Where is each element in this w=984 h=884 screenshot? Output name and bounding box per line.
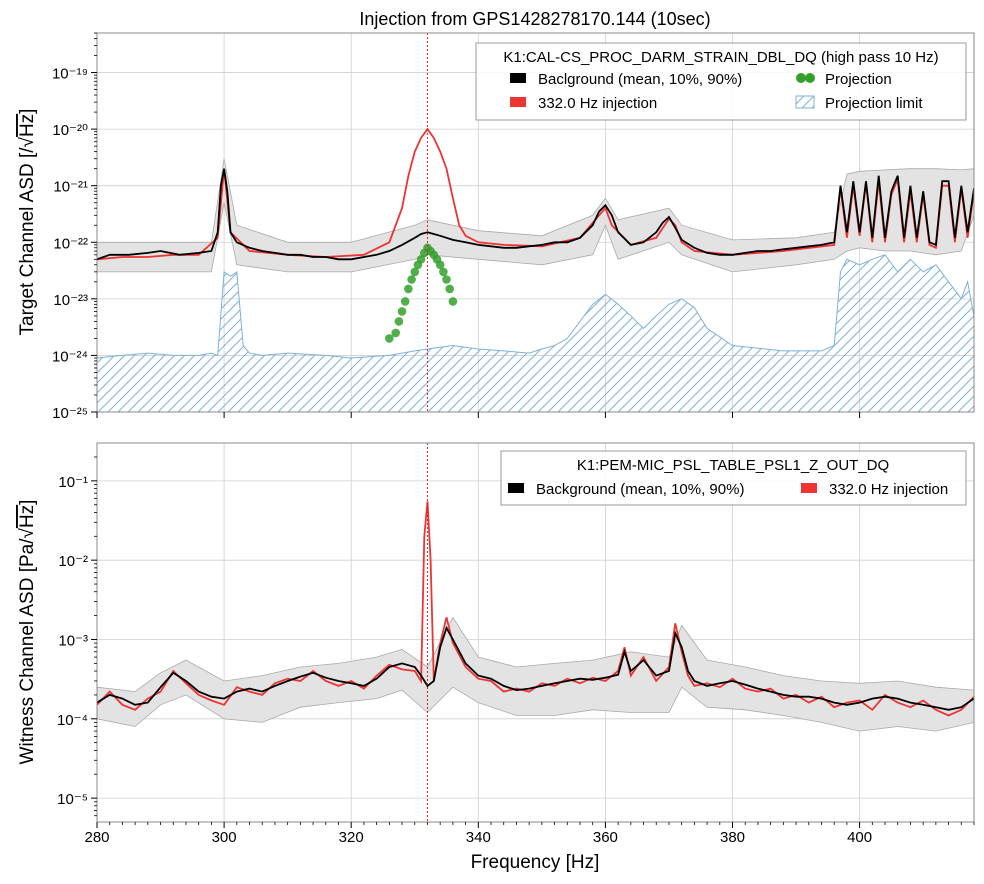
bottom-legend-swatch-injection [801,483,817,493]
projection-point [404,284,413,294]
top-legend-swatch-background [510,73,526,83]
bottom-legend-swatch-background [508,483,524,493]
top-y-tick-label: 10⁻²⁴ [52,348,88,365]
bot-y-tick-label: 10⁻³ [58,632,88,649]
bot-y-tick-label: 10⁻⁴ [57,712,88,729]
x-ticks: 280 300 320 340 360 380 400 [84,412,975,846]
top-axes-frame [96,32,975,413]
top-panel: 10⁻¹⁹ 10⁻²⁰ 10⁻²¹ 10⁻²² 10⁻²³ 10⁻²⁴ 10⁻²⁵ Targ… [17,32,975,422]
top-y-tick-label: 10⁻²² [53,235,88,252]
projection-point [385,334,394,343]
projection-point [445,284,455,294]
top-legend-box [475,42,967,121]
bottom-legend-injection: 332.0 Hz injection [829,481,948,498]
projection-points [385,243,458,343]
bot-y-tick-label: 10⁻⁵ [57,791,88,808]
top-y-tick-label: 10⁻²⁵ [52,405,88,422]
top-legend-projection: Projection [825,71,892,88]
x-tick-label: 380 [720,829,745,846]
projection-point [439,267,448,277]
top-background-mean-line [97,168,974,261]
projection-point [416,254,426,264]
x-tick-label: 280 [84,829,109,846]
projection-point [435,260,445,270]
bottom-legend-background: Background (mean, 10%, 90%) [536,481,744,498]
top-legend-swatch-projection-a [796,73,806,83]
top-legend-swatch-injection [510,97,526,107]
bot-y-tick-label: 10⁻¹ [58,474,88,491]
bottom-axes-frame [96,442,975,823]
bottom-background-band [97,616,974,732]
top-legend-title: K1:CAL-CS_PROC_DARM_STRAIN_DBL_DQ (high … [503,49,938,66]
projection-point [391,328,401,338]
top-y-axis-label: Target Channel ASD [/√Hz] [17,109,38,336]
bottom-legend: K1:PEM-MIC_PSL_TABLE_PSL1_Z_OUT_DQ Backg… [500,450,967,506]
top-legend-limit: Projection limit [825,95,923,112]
top-legend-background: Baclground (mean, 10%, 90%) [538,71,742,88]
projection-point [394,317,404,326]
projection-point [397,307,407,316]
bottom-background-mean-line [97,625,974,711]
top-background-band [97,158,974,273]
x-tick-label: 360 [593,829,618,846]
top-legend-swatch-projection-b [805,73,815,83]
chart-title: Injection from GPS1428278170.144 (10sec) [359,9,710,29]
x-tick-label: 400 [847,829,872,846]
top-y-tick-label: 10⁻¹⁹ [52,66,88,83]
top-legend: K1:CAL-CS_PROC_DARM_STRAIN_DBL_DQ (high … [475,42,967,121]
bot-y-tick-label: 10⁻² [58,553,88,570]
x-tick-label: 300 [212,829,237,846]
top-legend-swatch-limit [795,95,815,109]
top-legend-injection: 332.0 Hz injection [538,95,657,112]
x-tick-label: 340 [466,829,491,846]
top-y-tick-label: 10⁻²⁰ [52,122,88,139]
projection-limit-area [97,254,974,412]
projection-point [442,275,451,284]
projection-point [448,297,458,306]
projection-point [407,275,416,284]
projection-point [410,267,420,277]
bottom-y-ticks: 10⁻¹ 10⁻² 10⁻³ 10⁻⁴ 10⁻⁵ [57,456,97,817]
bottom-legend-title: K1:PEM-MIC_PSL_TABLE_PSL1_Z_OUT_DQ [577,457,889,474]
bottom-legend-box [500,450,967,506]
bottom-panel: 10⁻¹ 10⁻² 10⁻³ 10⁻⁴ 10⁻⁵ Witness Channel ASD… [17,442,975,823]
top-y-tick-label: 10⁻²³ [53,292,88,309]
top-y-ticks: 10⁻¹⁹ 10⁻²⁰ 10⁻²¹ 10⁻²² 10⁻²³ 10⁻²⁴ 10⁻²⁵ [52,32,97,422]
bottom-y-axis-label: Witness Channel ASD [Pa/√Hz] [17,500,38,765]
top-y-tick-label: 10⁻²¹ [53,179,88,196]
x-tick-label: 320 [339,829,364,846]
x-axis-label: Frequency [Hz] [471,852,600,873]
projection-point [400,297,410,306]
